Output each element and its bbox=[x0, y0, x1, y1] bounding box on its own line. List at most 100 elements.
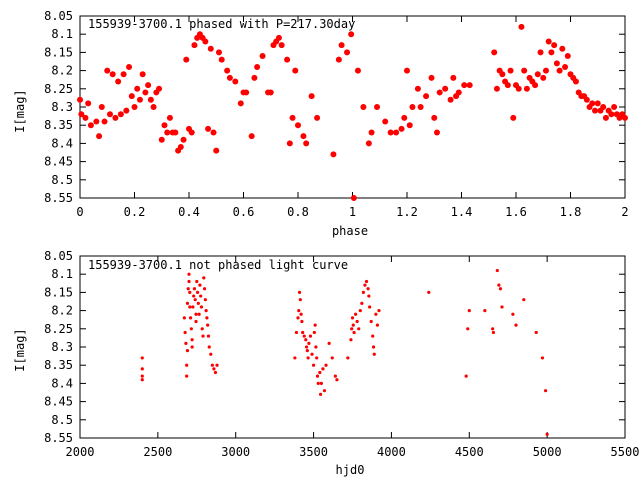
phased-data-point bbox=[401, 114, 408, 121]
unphased-data-point bbox=[497, 283, 501, 287]
unphased-data-point bbox=[192, 287, 197, 291]
phased-data-point bbox=[295, 122, 301, 129]
unphased-data-point bbox=[491, 330, 496, 335]
unphased-data-point bbox=[195, 279, 199, 284]
phased-data-point bbox=[156, 85, 163, 92]
unphased-data-point bbox=[297, 290, 302, 294]
unphased-y-tick-label: 8.35 bbox=[44, 358, 73, 372]
unphased-data-point bbox=[185, 349, 190, 353]
phased-data-point bbox=[562, 63, 569, 70]
phased-data-point bbox=[374, 104, 381, 110]
unphased-data-point bbox=[304, 345, 309, 349]
phased-data-point bbox=[338, 42, 345, 49]
phased-data-point bbox=[600, 104, 607, 110]
phased-x-tick-label: 1.6 bbox=[505, 205, 527, 219]
unphased-data-point bbox=[195, 290, 200, 294]
phased-data-point bbox=[433, 129, 440, 136]
unphased-data-point bbox=[464, 374, 468, 378]
phased-data-point bbox=[259, 53, 266, 60]
unphased-data-point bbox=[330, 356, 334, 360]
unphased-data-point bbox=[321, 367, 325, 371]
phased-data-point bbox=[466, 82, 473, 89]
phased-data-point bbox=[532, 82, 539, 89]
unphased-data-point bbox=[193, 298, 197, 302]
phased-data-point bbox=[123, 107, 130, 114]
unphased-data-point bbox=[543, 389, 548, 393]
phased-data-point bbox=[96, 133, 103, 140]
unphased-y-tick-label: 8.05 bbox=[44, 249, 73, 263]
unphased-data-point bbox=[361, 290, 365, 294]
unphased-data-point bbox=[190, 345, 194, 349]
unphased-data-point bbox=[301, 330, 305, 335]
unphased-y-tick-label: 8.1 bbox=[51, 267, 73, 281]
phased-y-tick-label: 8.35 bbox=[44, 118, 73, 132]
unphased-light-curve-panel: 155939-3700.1 not phased light curve hjd… bbox=[13, 249, 639, 477]
unphased-data-point bbox=[206, 323, 210, 327]
unphased-data-point bbox=[205, 316, 209, 320]
unphased-y-tick-label: 8.45 bbox=[44, 395, 73, 409]
unphased-data-point bbox=[294, 330, 299, 335]
unphased-x-tick-label: 2000 bbox=[66, 445, 95, 459]
unphased-data-point bbox=[314, 345, 318, 349]
unphased-data-point bbox=[355, 319, 359, 324]
unphased-plot-title: 155939-3700.1 not phased light curve bbox=[88, 258, 348, 272]
phased-data-point bbox=[365, 140, 372, 147]
unphased-data-point bbox=[293, 356, 297, 360]
phased-data-point bbox=[177, 144, 184, 151]
unphased-data-point bbox=[318, 370, 322, 375]
unphased-data-point bbox=[213, 370, 218, 375]
unphased-data-point bbox=[335, 378, 339, 382]
phased-data-point bbox=[142, 89, 149, 96]
unphased-data-point bbox=[185, 363, 189, 367]
unphased-data-point bbox=[183, 330, 187, 335]
unphased-data-point bbox=[140, 367, 144, 371]
unphased-data-point bbox=[204, 309, 208, 313]
unphased-data-point bbox=[311, 363, 316, 367]
unphased-data-point bbox=[296, 316, 300, 320]
phased-x-tick-label: 0 bbox=[76, 205, 83, 219]
phased-data-point bbox=[191, 42, 198, 49]
phased-data-point bbox=[406, 122, 413, 129]
phased-data-point bbox=[553, 60, 560, 67]
phased-data-point bbox=[559, 45, 566, 52]
unphased-data-point bbox=[374, 312, 378, 316]
unphased-data-point bbox=[199, 305, 204, 309]
unphased-data-point bbox=[333, 374, 337, 378]
phased-data-point bbox=[540, 74, 547, 81]
phased-x-tick-label: 1.8 bbox=[560, 205, 582, 219]
unphased-plot-frame bbox=[79, 255, 626, 439]
phased-data-point bbox=[232, 78, 239, 85]
phased-data-point bbox=[215, 49, 222, 56]
phased-data-point bbox=[491, 49, 498, 56]
phased-data-point bbox=[436, 89, 443, 96]
unphased-data-point bbox=[357, 327, 361, 331]
phased-plot-frame bbox=[79, 15, 626, 199]
unphased-data-point bbox=[212, 367, 216, 371]
phased-data-point bbox=[254, 63, 261, 70]
unphased-data-point bbox=[360, 301, 364, 305]
phased-data-point bbox=[106, 111, 113, 118]
unphased-data-point bbox=[522, 298, 526, 302]
unphased-data-point bbox=[202, 287, 207, 291]
unphased-data-point bbox=[316, 381, 320, 385]
phased-data-point bbox=[145, 82, 152, 89]
phased-data-point bbox=[442, 85, 449, 92]
unphased-data-point bbox=[307, 341, 311, 345]
unphased-data-point bbox=[483, 309, 487, 313]
phased-data-point bbox=[393, 129, 400, 136]
phased-data-point bbox=[542, 67, 549, 74]
phased-data-point bbox=[611, 104, 618, 110]
phased-data-point bbox=[545, 38, 552, 45]
phased-y-tick-label: 8.4 bbox=[51, 136, 73, 150]
phased-x-tick-label: 1.2 bbox=[396, 205, 418, 219]
phased-data-point bbox=[292, 67, 299, 74]
phased-data-point bbox=[237, 100, 244, 107]
phased-data-point bbox=[455, 89, 462, 96]
phased-data-point bbox=[515, 85, 522, 92]
phased-data-point bbox=[224, 67, 231, 74]
phased-data-point bbox=[147, 96, 154, 103]
phased-data-point bbox=[112, 114, 119, 121]
phased-data-point bbox=[382, 118, 389, 125]
unphased-data-point bbox=[358, 309, 362, 313]
unphased-data-point bbox=[308, 334, 313, 338]
